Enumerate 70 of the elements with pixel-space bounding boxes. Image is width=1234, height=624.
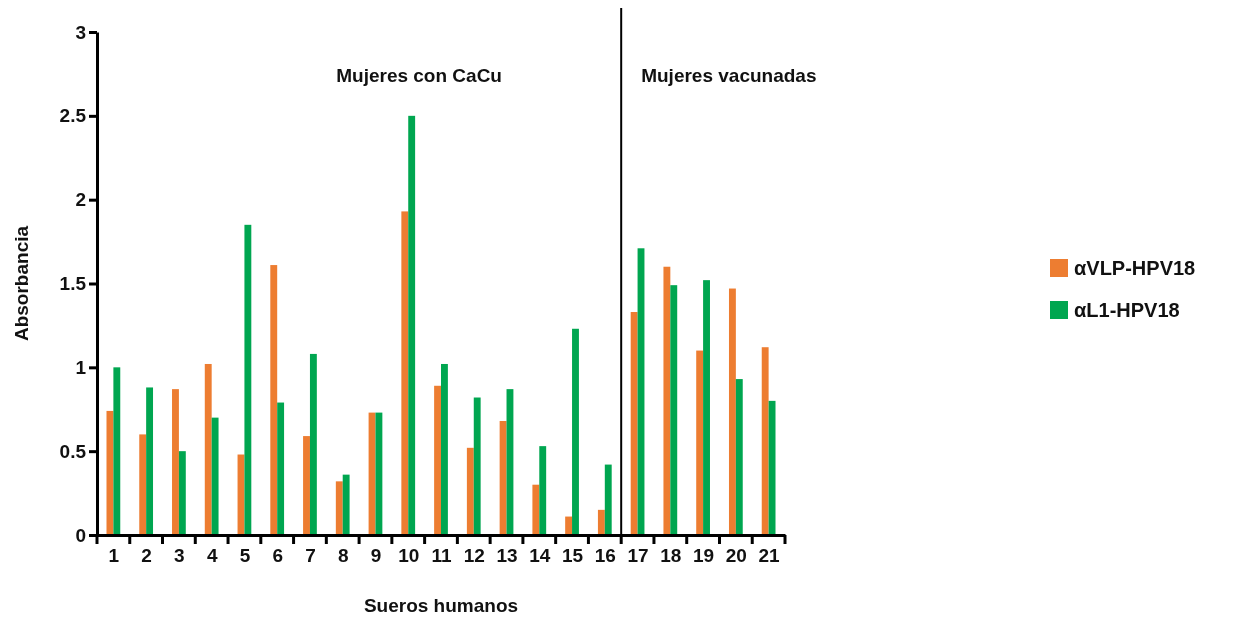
x-tick-label: 20 — [725, 545, 747, 567]
bar — [178, 451, 186, 535]
bar — [113, 367, 121, 535]
bar — [539, 446, 547, 535]
x-tick-label: 2 — [141, 545, 152, 567]
y-tick-label: 1.5 — [59, 273, 87, 295]
bar — [597, 509, 605, 535]
bar — [211, 417, 219, 535]
annotation: Mujeres vacunadas — [641, 65, 817, 87]
x-tick-label: 17 — [627, 545, 649, 567]
y-tick-label: 2.5 — [59, 105, 87, 127]
bar — [663, 266, 671, 535]
x-tick-label: 21 — [758, 545, 781, 567]
y-tick-label: 0 — [75, 524, 86, 546]
x-tick-label: 8 — [337, 545, 349, 567]
x-tick-label: 16 — [594, 545, 616, 567]
x-tick-label: 15 — [561, 545, 584, 567]
legend-label: αL1-HPV18 — [1074, 299, 1180, 321]
bar — [277, 402, 285, 535]
annotation: Mujeres con CaCu — [336, 65, 502, 87]
bar — [270, 265, 278, 535]
bar — [434, 385, 441, 535]
x-tick-label: 1 — [108, 545, 120, 567]
bar — [565, 516, 573, 535]
x-tick-label: 6 — [272, 545, 283, 567]
x-tick-label: 10 — [398, 545, 420, 567]
bar — [335, 481, 343, 535]
x-axis-title: Sueros humanos — [363, 595, 519, 616]
bar — [204, 363, 212, 535]
x-tick-label: 11 — [431, 545, 452, 567]
x-tick-label: 3 — [174, 545, 185, 567]
y-tick-label: 0.5 — [59, 440, 87, 462]
y-tick-label: 3 — [75, 21, 86, 43]
bar — [532, 484, 540, 535]
bar — [408, 115, 416, 535]
bar — [630, 312, 638, 535]
x-tick-label: 7 — [305, 545, 316, 567]
bar — [604, 464, 612, 535]
bar — [139, 434, 147, 535]
bar — [761, 347, 769, 535]
bar — [309, 353, 317, 535]
bar — [499, 420, 507, 535]
x-tick-label: 9 — [370, 545, 382, 567]
bar — [401, 211, 409, 535]
x-tick-label: 12 — [463, 545, 485, 567]
bar — [735, 379, 743, 535]
bar — [172, 389, 179, 535]
bar — [696, 350, 704, 535]
bar — [466, 447, 474, 535]
legend-label: αVLP-HPV18 — [1074, 257, 1196, 279]
bar — [303, 436, 310, 535]
bar — [728, 288, 736, 535]
x-tick-label: 18 — [660, 545, 682, 567]
x-tick-label: 19 — [693, 545, 715, 567]
bar — [375, 412, 383, 535]
bar — [703, 280, 710, 535]
bar — [244, 224, 252, 535]
x-tick-label: 14 — [529, 545, 551, 567]
bar — [473, 397, 481, 535]
x-tick-label: 13 — [496, 545, 518, 567]
bar — [441, 363, 448, 535]
bar — [146, 387, 154, 535]
y-axis-title: Absorbancia — [11, 225, 32, 342]
bar — [342, 474, 350, 535]
bar — [572, 328, 579, 535]
y-tick-label: 2 — [75, 189, 86, 211]
x-tick-label: 5 — [239, 545, 251, 567]
y-tick-label: 1 — [75, 356, 87, 378]
bar — [670, 285, 678, 535]
x-tick-label: 4 — [206, 545, 218, 567]
